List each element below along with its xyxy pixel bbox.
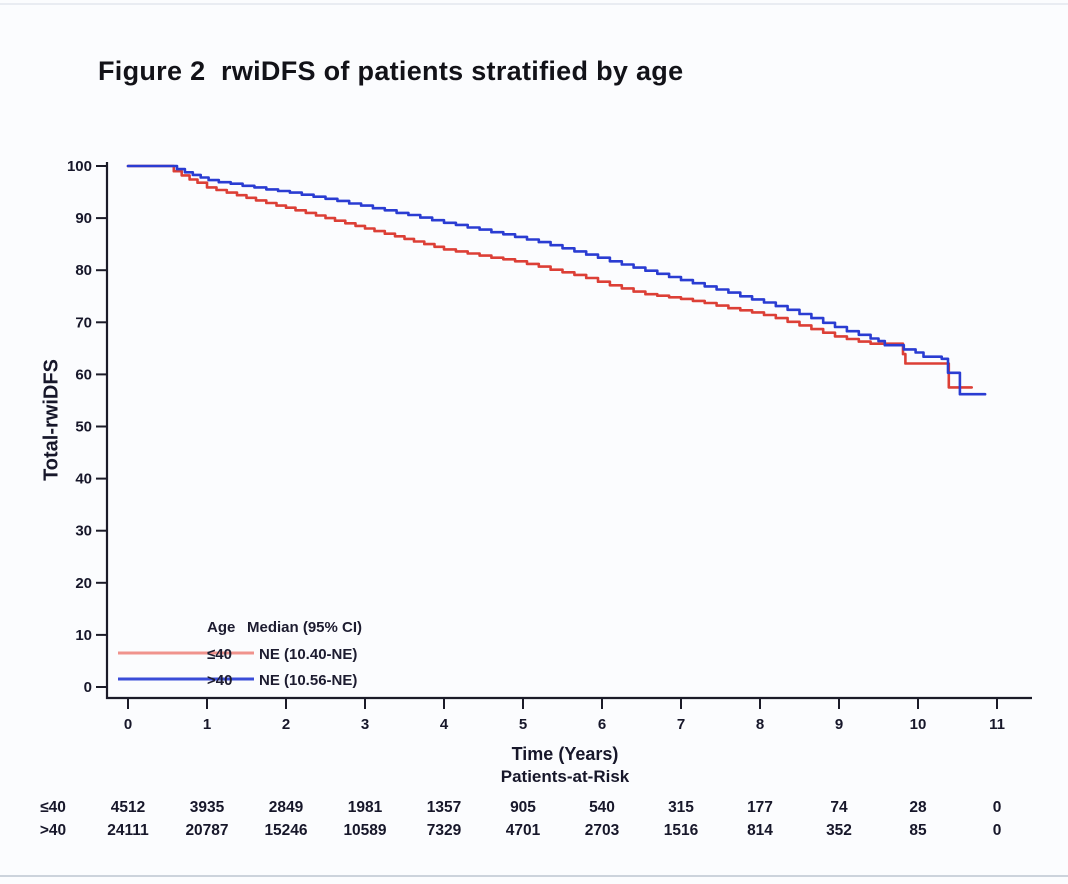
x-tick-label: 3	[361, 716, 369, 733]
risk-value: 2849	[269, 799, 304, 816]
risk-row-label: >40	[40, 822, 66, 839]
risk-value: 905	[510, 799, 536, 816]
y-tick-label: 60	[75, 366, 92, 383]
risk-value: 3935	[190, 799, 225, 816]
risk-value: 85	[909, 822, 927, 839]
risk-value: 7329	[427, 822, 462, 839]
risk-value: 1981	[348, 799, 383, 816]
risk-value: 15246	[264, 822, 307, 839]
x-tick-label: 2	[282, 716, 290, 733]
x-tick-label: 4	[440, 716, 449, 733]
legend-label-gt40: >40	[207, 672, 233, 689]
y-tick-label: 0	[84, 679, 92, 696]
x-tick-label: 0	[124, 716, 132, 733]
top-border-line	[0, 3, 1068, 5]
risk-value: 0	[993, 799, 1002, 816]
risk-value: 24111	[107, 822, 149, 839]
y-tick-label: 50	[75, 419, 92, 436]
y-tick-label: 20	[75, 575, 92, 592]
risk-value: 28	[909, 799, 927, 816]
legend-median-le40: NE (10.40-NE)	[259, 646, 358, 663]
risk-row-label: ≤40	[40, 799, 66, 816]
x-axis-title: Time (Years)	[511, 744, 619, 764]
bottom-border-line	[0, 875, 1068, 877]
axis-lines	[105, 162, 1032, 700]
curve-le40	[126, 164, 973, 389]
legend-age-header: Age	[207, 619, 236, 636]
risk-value: 315	[668, 799, 694, 816]
risk-value: 10589	[343, 822, 386, 839]
risk-value: 0	[993, 822, 1002, 839]
at-risk-title: Patients-at-Risk	[500, 767, 630, 786]
risk-value: 177	[747, 799, 773, 816]
risk-value: 4701	[506, 822, 541, 839]
risk-value: 814	[747, 822, 773, 839]
y-tick-label: 30	[75, 523, 92, 540]
x-tick-label: 5	[519, 716, 527, 733]
x-tick-label: 1	[203, 716, 211, 733]
x-tick-label: 10	[910, 716, 927, 733]
y-tick-label: 10	[75, 627, 92, 644]
risk-value: 540	[589, 799, 615, 816]
y-tick-label: 100	[67, 158, 92, 175]
y-tick-label: 80	[75, 262, 92, 279]
x-tick-label: 9	[835, 716, 843, 733]
x-tick-label: 7	[677, 716, 685, 733]
figure-title: Figure 2 rwiDFS of patients stratified b…	[98, 56, 684, 86]
risk-value: 74	[830, 799, 848, 816]
curve-gt40	[126, 164, 987, 396]
legend-median-gt40: NE (10.56-NE)	[259, 672, 358, 689]
y-tick-label: 40	[75, 471, 92, 488]
risk-value: 352	[826, 822, 852, 839]
risk-value: 1516	[664, 822, 699, 839]
y-tick-label: 90	[75, 210, 92, 227]
legend-median-header: Median (95% CI)	[247, 619, 363, 636]
risk-value: 4512	[111, 799, 145, 816]
legend-label-le40: ≤40	[207, 646, 232, 663]
x-tick-label: 11	[989, 716, 1005, 733]
x-tick-label: 6	[598, 716, 606, 733]
risk-value: 1357	[427, 799, 461, 816]
x-tick-label: 8	[756, 716, 764, 733]
risk-value: 2703	[585, 822, 620, 839]
y-tick-label: 70	[75, 314, 92, 331]
risk-value: 20787	[185, 822, 228, 839]
